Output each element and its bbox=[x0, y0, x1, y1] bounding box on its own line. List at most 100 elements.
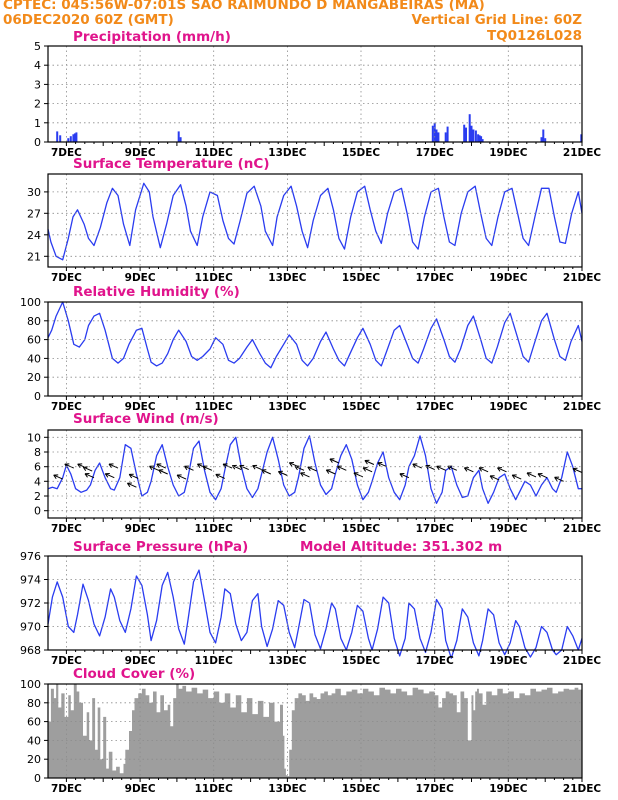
precip-xtick-label: 17DEC bbox=[416, 147, 455, 159]
temperature-xtick-label: 7DEC bbox=[51, 272, 82, 284]
precip-bar bbox=[474, 130, 477, 142]
wind-xtick-label: 19DEC bbox=[489, 523, 528, 535]
wind-arrow-head bbox=[128, 473, 134, 479]
wind-arrow bbox=[108, 463, 119, 469]
wind-arrow-head bbox=[463, 467, 469, 472]
precip-bar bbox=[56, 131, 59, 142]
wind-arrow-head bbox=[53, 474, 59, 479]
wind-arrow bbox=[261, 469, 272, 475]
wind-arrow-head bbox=[156, 463, 162, 468]
wind-xtick-label: 15DEC bbox=[342, 523, 381, 535]
wind-arrow-head bbox=[325, 469, 331, 474]
cloud-xtick-label: 11DEC bbox=[195, 783, 234, 795]
precip-bar bbox=[179, 137, 182, 142]
cloud-ytick-label: 80 bbox=[27, 697, 41, 710]
wind-arrow-head bbox=[353, 472, 359, 477]
precip-bar bbox=[431, 125, 434, 142]
humidity-xtick-label: 11DEC bbox=[195, 401, 234, 413]
wind-arrow-head bbox=[436, 465, 442, 471]
humidity-panel: 0 20 40 60 80 100 7DEC 9DEC 11DEC 13DEC 15DEC 17DEC… bbox=[20, 296, 601, 413]
wind-arrow bbox=[128, 473, 139, 479]
precip-bar bbox=[472, 129, 475, 142]
cloud-xtick-label: 15DEC bbox=[342, 783, 381, 795]
precip-bar bbox=[468, 114, 471, 142]
temperature-xtick-label: 9DEC bbox=[125, 272, 156, 284]
precip-bar bbox=[480, 136, 483, 142]
wind-arrow bbox=[84, 473, 95, 479]
header-station: CPTEC: 045:56W-07:01S SAO RAIMUNDO D MAN… bbox=[3, 0, 485, 13]
wind-arrow-head bbox=[364, 459, 370, 465]
wind-arrow-head bbox=[336, 465, 342, 471]
wind-arrow-head bbox=[126, 482, 132, 488]
wind-arrow-head bbox=[84, 473, 90, 478]
humidity-ytick-label: 0 bbox=[34, 390, 41, 403]
precip-bar bbox=[437, 132, 440, 142]
wind-arrow bbox=[478, 467, 489, 473]
wind-arrow bbox=[526, 472, 537, 478]
pressure-title: Surface Pressure (hPa) bbox=[73, 539, 249, 555]
humidity-ytick-label: 100 bbox=[20, 296, 41, 309]
precip-bar bbox=[463, 124, 466, 142]
wind-arrow bbox=[412, 463, 423, 469]
wind-arrow bbox=[464, 467, 474, 473]
cloud-xtick-label: 17DEC bbox=[416, 783, 455, 795]
cloud-ytick-label: 100 bbox=[20, 678, 41, 691]
wind-arrow bbox=[202, 465, 213, 471]
wind-arrow bbox=[307, 466, 318, 472]
wind-arrow-head bbox=[377, 462, 383, 467]
cloud-xtick-label: 19DEC bbox=[489, 783, 528, 795]
wind-xtick-label: 9DEC bbox=[125, 523, 156, 535]
pressure-xtick-label: 7DEC bbox=[51, 655, 82, 667]
wind-arrow-head bbox=[300, 472, 306, 477]
header-model-code: TQ0126L028 bbox=[486, 28, 582, 44]
wind-arrow bbox=[300, 472, 310, 478]
wind-arrow-head bbox=[497, 467, 503, 472]
wind-arrow bbox=[184, 465, 194, 471]
wind-arrow-head bbox=[329, 458, 335, 463]
precip-xtick-label: 15DEC bbox=[342, 147, 381, 159]
pressure-xtick-label: 21DEC bbox=[563, 655, 602, 667]
wind-arrow bbox=[537, 473, 548, 479]
wind-arrow-head bbox=[572, 467, 578, 473]
temperature-ytick-label: 30 bbox=[27, 186, 41, 199]
wind-arrow bbox=[489, 475, 500, 481]
cloud-xtick-label: 7DEC bbox=[51, 783, 82, 795]
wind-arrow bbox=[377, 462, 388, 468]
wind-arrow-head bbox=[412, 463, 418, 468]
cloud-xtick-label: 13DEC bbox=[268, 783, 307, 795]
wind-ytick-label: 8 bbox=[34, 446, 41, 459]
cloud-area bbox=[48, 684, 582, 778]
temperature-panel: 21 24 27 30 7DEC 9DEC 11DEC 13DEC 15DEC 17DEC 19DE… bbox=[27, 173, 601, 284]
precip-xtick-label: 19DEC bbox=[489, 147, 528, 159]
precip-bar bbox=[59, 135, 62, 142]
wind-arrow-head bbox=[215, 473, 221, 479]
temperature-frame bbox=[47, 173, 583, 268]
precip-title: Precipitation (mm/h) bbox=[73, 29, 231, 45]
wind-arrow-head bbox=[231, 464, 237, 470]
precip-xtick-label: 21DEC bbox=[563, 147, 602, 159]
precip-bar bbox=[477, 134, 480, 142]
cloud-xtick-label: 21DEC bbox=[563, 783, 602, 795]
precip-bar bbox=[75, 132, 78, 142]
cloud-panel: 0 20 40 60 80 100 7DEC 9DEC 11DEC 13DEC 15DEC 17DEC… bbox=[20, 678, 601, 795]
humidity-xtick-label: 13DEC bbox=[268, 401, 307, 413]
pressure-ytick-label: 974 bbox=[20, 574, 41, 587]
precip-bar bbox=[540, 137, 543, 142]
pressure-ytick-label: 976 bbox=[20, 550, 41, 563]
wind-arrow bbox=[222, 463, 233, 469]
wind-arrow bbox=[554, 476, 564, 482]
wind-arrow bbox=[149, 465, 159, 471]
temperature-xtick-label: 19DEC bbox=[489, 272, 528, 284]
pressure-ytick-label: 968 bbox=[20, 644, 41, 657]
precip-bar bbox=[73, 133, 76, 142]
humidity-xtick-label: 9DEC bbox=[125, 401, 156, 413]
header-gridline-note: Vertical Grid Line: 60Z bbox=[411, 12, 582, 28]
wind-arrow-head bbox=[288, 462, 294, 467]
humidity-xtick-label: 17DEC bbox=[416, 401, 455, 413]
pressure-series-line bbox=[47, 569, 583, 659]
wind-arrow bbox=[511, 474, 522, 480]
temperature-ytick-label: 24 bbox=[27, 229, 41, 242]
temperature-ytick-label: 21 bbox=[27, 250, 41, 263]
header-date: 06DEC2020 60Z (GMT) bbox=[3, 12, 174, 28]
